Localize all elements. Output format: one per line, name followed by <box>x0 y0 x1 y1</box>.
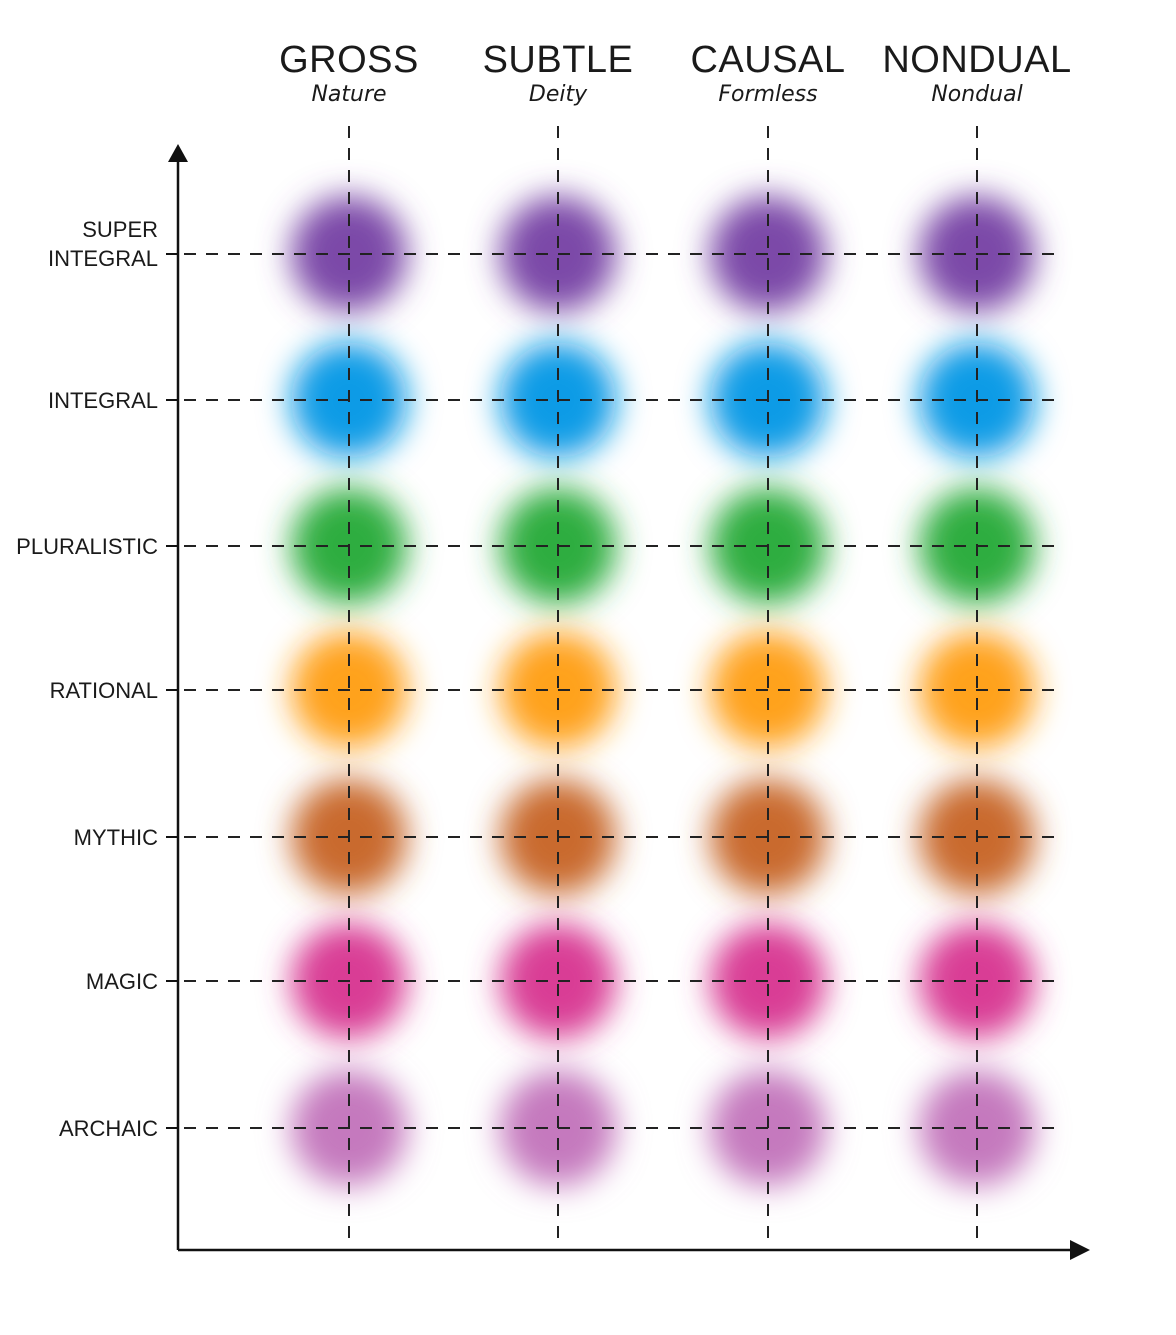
color-blobs <box>291 196 1035 1186</box>
row-label: PLURALISTIC <box>16 534 158 559</box>
column-subtitle: Formless <box>718 82 817 107</box>
row-label: INTEGRAL <box>48 246 158 271</box>
row-labels: SUPER INTEGRAL INTEGRAL PLURALISTIC RATIONAL… <box>16 217 158 1141</box>
column-subtitle: Nature <box>311 82 386 107</box>
column-title: NONDUAL <box>882 39 1071 81</box>
x-axis-arrow-icon <box>1070 1240 1090 1260</box>
row-label: SUPER <box>82 217 158 242</box>
column-subtitle: Nondual <box>931 82 1022 107</box>
dashed-gridlines <box>166 126 1062 1246</box>
column-title: SUBTLE <box>483 39 634 81</box>
row-label: INTEGRAL <box>48 388 158 413</box>
row-label: MYTHIC <box>74 825 158 850</box>
column-title: GROSS <box>279 39 419 81</box>
column-title: CAUSAL <box>690 39 845 81</box>
column-subtitle: Deity <box>529 82 588 107</box>
y-axis-arrow-icon <box>168 144 188 162</box>
row-label: RATIONAL <box>50 678 158 703</box>
row-label: ARCHAIC <box>59 1116 158 1141</box>
row-label: MAGIC <box>86 969 158 994</box>
